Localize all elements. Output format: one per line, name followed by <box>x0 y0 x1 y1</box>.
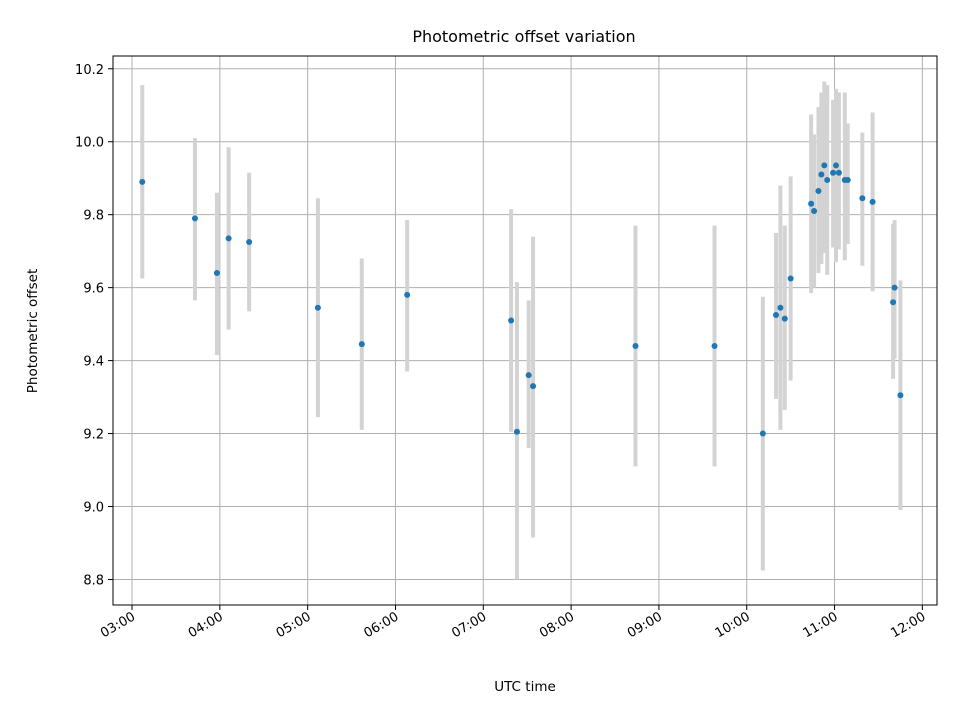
data-point <box>759 430 766 437</box>
x-axis-ticks: 03:00 04:00 05:00 06:00 07:00 08:00 09:00 10:00… <box>98 605 928 641</box>
x-tick-label: 11:00 <box>801 609 841 641</box>
data-point <box>897 392 904 399</box>
data-point <box>833 162 840 169</box>
y-tick-label: 8.8 <box>83 573 104 588</box>
plot-frame <box>112 55 938 606</box>
data-point <box>314 304 321 311</box>
y-tick-label: 9.8 <box>83 209 104 224</box>
data-point <box>818 171 825 178</box>
data-point <box>191 215 198 222</box>
data-point <box>513 428 520 435</box>
data-point <box>824 177 831 184</box>
error-bars <box>140 81 903 580</box>
x-tick-label: 08:00 <box>537 609 577 641</box>
y-tick-label: 9.6 <box>83 282 104 297</box>
data-point <box>773 311 780 318</box>
data-point <box>213 270 220 277</box>
data-point <box>711 343 718 350</box>
data-point <box>246 239 253 246</box>
y-tick-label: 10.0 <box>75 136 104 151</box>
data-points <box>139 162 904 437</box>
x-tick-label: 12:00 <box>888 609 928 641</box>
y-tick-label: 9.2 <box>83 428 104 443</box>
data-point <box>781 315 788 322</box>
data-point <box>225 235 232 242</box>
data-point <box>777 304 784 311</box>
data-point <box>508 317 515 324</box>
grid <box>113 56 937 605</box>
x-tick-label: 05:00 <box>274 609 314 641</box>
x-tick-label: 04:00 <box>186 609 226 641</box>
x-tick-label: 10:00 <box>713 609 753 641</box>
data-point <box>835 169 842 176</box>
x-tick-label: 09:00 <box>625 609 665 641</box>
data-point <box>859 195 866 202</box>
data-point <box>890 299 897 306</box>
y-tick-label: 9.0 <box>83 501 104 516</box>
y-axis-ticks: 8.8 9.0 9.2 9.4 9.6 9.8 10.0 10.2 <box>75 63 113 588</box>
data-point <box>869 198 876 205</box>
data-point <box>404 291 411 298</box>
x-axis-label: UTC time <box>494 679 556 695</box>
x-tick-label: 03:00 <box>98 609 138 641</box>
x-tick-label: 07:00 <box>449 609 489 641</box>
data-point <box>811 208 818 215</box>
y-axis-label: Photometric offset <box>25 269 41 393</box>
data-point <box>530 383 537 390</box>
chart-title: Photometric offset variation <box>412 27 635 46</box>
data-point <box>358 341 365 348</box>
data-point <box>815 187 822 194</box>
y-tick-label: 10.2 <box>75 63 104 78</box>
data-point <box>632 343 639 350</box>
data-point <box>830 169 837 176</box>
x-tick-label: 06:00 <box>362 609 402 641</box>
data-point <box>844 177 851 184</box>
data-point <box>808 200 815 207</box>
y-tick-label: 9.4 <box>83 355 104 370</box>
data-point <box>821 162 828 169</box>
data-point <box>139 178 146 185</box>
data-point <box>891 284 898 291</box>
data-point <box>787 275 794 282</box>
data-point <box>525 372 532 379</box>
